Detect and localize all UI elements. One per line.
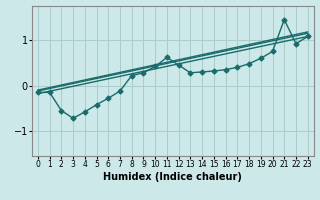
X-axis label: Humidex (Indice chaleur): Humidex (Indice chaleur): [103, 172, 242, 182]
